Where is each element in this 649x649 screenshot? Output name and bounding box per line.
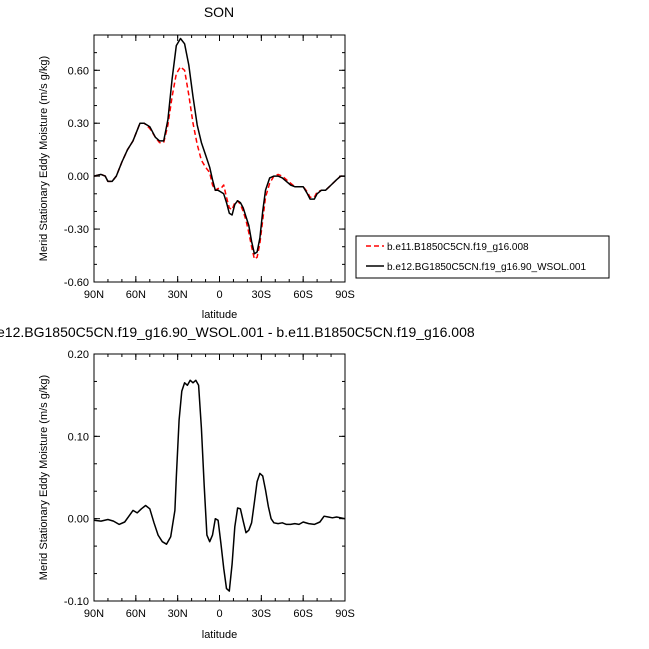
x-tick-labels: 90N 60N 30N 0 30S 60S 90S [84,354,355,620]
x-tick-label: 90S [335,608,355,620]
plot-frame [93,34,346,283]
x-tick-label: 30S [252,289,272,301]
series-line-0 [93,379,346,592]
y-tick-labels: -0.60 -0.30 0.00 0.30 0.60 [64,34,345,289]
y-tick-label: -0.10 [64,596,89,608]
chart-title: SON [204,4,234,20]
x-tick-label: 30N [168,289,188,301]
series-lines [93,379,346,592]
x-tick-label: 0 [216,289,222,301]
y-tick-label: 0.60 [68,65,89,77]
series-lines [93,37,345,260]
legend-label-0: b.e11.B1850C5CN.f19_g16.008 [387,242,529,253]
x-tick-label: 60S [293,608,313,620]
y-tick-label: -0.30 [64,224,89,236]
y-tick-label: -0.60 [64,277,89,289]
x-tick-label: 60N [126,608,146,620]
y-tick-label: 0.10 [68,431,89,443]
y-axis-label: Merid Stationary Eddy Moisture (m/s g/kg… [38,375,50,580]
x-axis-label: latitude [202,309,237,321]
legend-box [355,235,610,279]
x-axis-label: latitude [202,629,237,641]
x-tick-label: 90N [84,289,104,301]
series-line-0 [93,66,345,260]
x-tick-label: 90N [84,608,104,620]
y-axis-label: Merid Stationary Eddy Moisture (m/s g/kg… [38,56,50,261]
x-tick-label: 30S [252,608,272,620]
x-tick-label: 90S [335,289,355,301]
y-tick-label: 0.00 [68,514,89,526]
bottom-panel: b.e12.BG1850C5CN.f19_g16.90_WSOL.001 - b… [0,324,475,641]
plot-frame [93,353,346,602]
x-tick-label: 30N [168,608,188,620]
y-tick-label: 0.30 [68,118,89,130]
x-tick-labels: 90N 60N 30N 0 30S 60S 90S [84,35,355,301]
x-tick-label: 60N [126,289,146,301]
x-tick-label: 60S [293,289,313,301]
series-line-1 [93,37,345,255]
legend-label-1: b.e12.BG1850C5CN.f19_g16.90_WSOL.001 [387,262,586,273]
legend: b.e11.B1850C5CN.f19_g16.008 b.e12.BG1850… [355,235,610,279]
x-tick-label: 0 [216,608,222,620]
difference-chart-title: b.e12.BG1850C5CN.f19_g16.90_WSOL.001 - b… [0,324,475,340]
y-tick-label: 0.20 [68,349,89,361]
y-tick-label: 0.00 [68,171,89,183]
top-panel: SON -0.60 -0.30 0.00 0.30 0.60 90N 60N 30N 0 30S… [38,4,355,321]
y-tick-labels: -0.10 0.00 0.10 0.20 [64,349,345,608]
